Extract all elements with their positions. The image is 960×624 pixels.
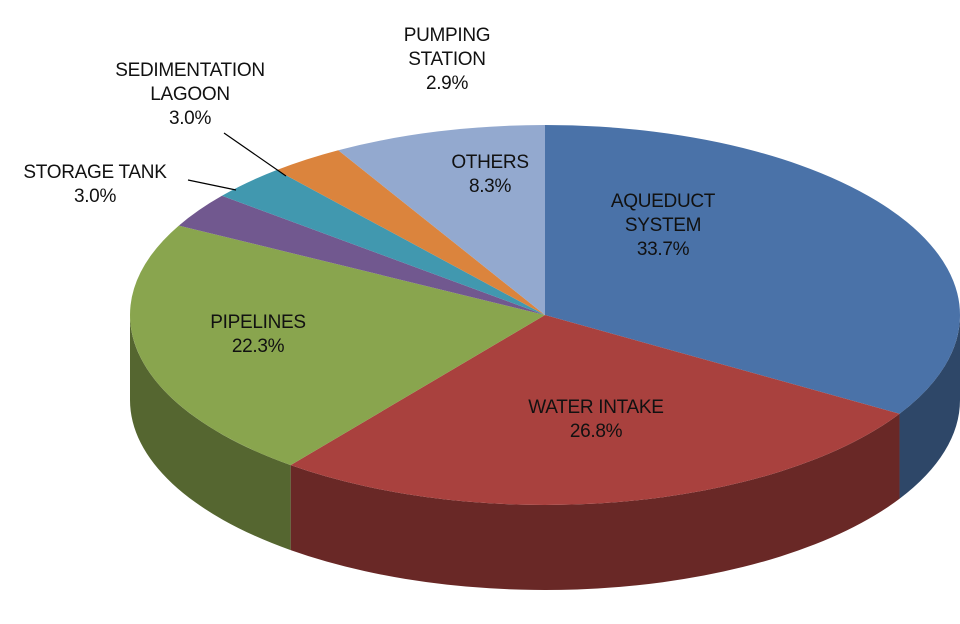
category-label: STORAGE TANK xyxy=(23,162,167,183)
data-label: PIPELINES 22.3% xyxy=(188,311,328,359)
value-label: 3.0% xyxy=(73,186,117,207)
pie-slice xyxy=(545,125,960,414)
category-label: AQUEDUCT SYSTEM xyxy=(610,191,716,236)
data-label: AQUEDUCT SYSTEM 33.7% xyxy=(598,190,728,262)
data-label: WATER INTAKE 26.8% xyxy=(486,396,706,444)
data-label: STORAGE TANK 3.0% xyxy=(0,161,195,209)
pie-side xyxy=(130,315,291,551)
value-label: 3.0% xyxy=(168,108,212,129)
leader-line xyxy=(223,132,287,177)
pie-tops xyxy=(130,125,960,505)
value-label: 2.9% xyxy=(425,73,469,94)
leader-line xyxy=(187,179,237,191)
pie-side xyxy=(290,413,900,591)
value-label: 22.3% xyxy=(231,336,285,357)
data-label: SEDIMENTATION LAGOON 3.0% xyxy=(95,59,285,131)
value-label: 26.8% xyxy=(569,421,623,442)
pie-side xyxy=(899,315,960,499)
category-label: PIPELINES xyxy=(210,312,306,333)
pie-slice xyxy=(130,225,546,466)
pie-sides xyxy=(130,315,960,591)
pie-slice xyxy=(290,315,900,505)
category-label: PUMPING STATION xyxy=(403,25,491,70)
data-label: PUMPING STATION 2.9% xyxy=(387,24,507,96)
category-label: WATER INTAKE xyxy=(528,397,664,418)
pie-slice xyxy=(276,150,545,315)
value-label: 33.7% xyxy=(636,239,690,260)
pie-slice xyxy=(221,170,545,315)
data-label: OTHERS 8.3% xyxy=(435,151,545,199)
value-label: 8.3% xyxy=(468,176,512,197)
category-label: SEDIMENTATION LAGOON xyxy=(115,60,265,105)
pie-slice xyxy=(338,125,545,315)
pie-slice xyxy=(178,195,546,315)
category-label: OTHERS xyxy=(451,152,529,173)
